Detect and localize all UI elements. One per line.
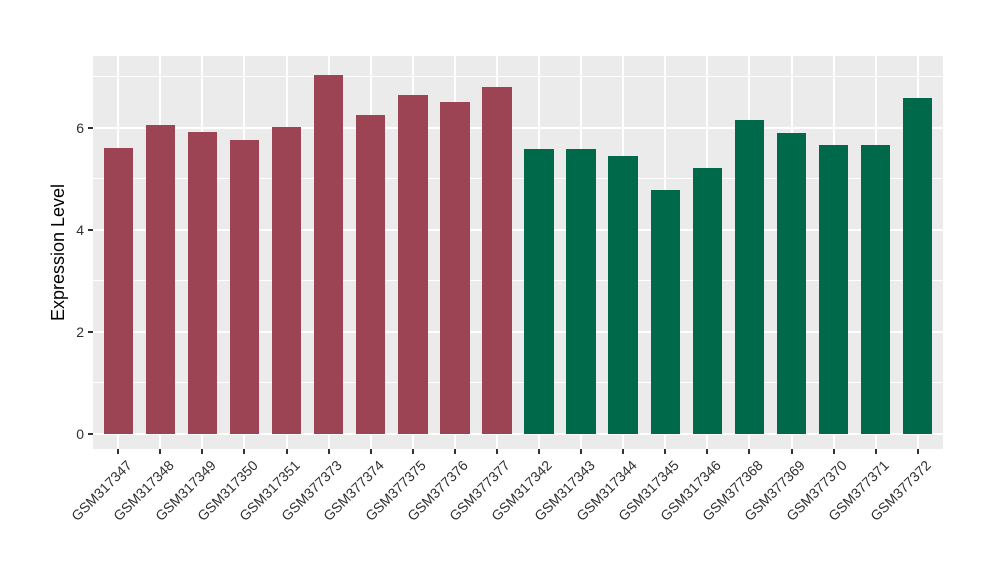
bar-GSM377377 (482, 87, 512, 434)
gridline-major-y0 (93, 432, 943, 435)
x-tick-mark-GSM377374 (369, 449, 372, 454)
bar-GSM377374 (355, 114, 386, 434)
gridline-major-y6 (93, 126, 943, 129)
y-axis-title: Expression Level (48, 183, 69, 322)
bar-GSM377371 (860, 145, 891, 434)
bar-GSM317345 (650, 190, 680, 434)
bar-GSM377369 (776, 133, 807, 434)
y-axis-title-wrap: Expression Level (48, 56, 70, 449)
bar-GSM377375 (398, 94, 428, 434)
x-tick-mark-GSM377375 (411, 449, 414, 454)
bar-GSM317350 (229, 140, 260, 434)
y-tick-label-0: 0 (76, 425, 84, 442)
x-tick-mark-GSM377369 (790, 449, 793, 454)
y-tick-mark-0 (88, 432, 93, 435)
bar-GSM317347 (103, 148, 133, 434)
x-tick-mark-GSM317343 (580, 449, 583, 454)
bar-GSM377368 (734, 119, 765, 434)
bar-GSM377376 (440, 101, 470, 434)
gridline-major-y4 (93, 228, 943, 231)
x-tick-mark-GSM377372 (916, 449, 919, 454)
y-tick-mark-6 (88, 126, 93, 129)
bar-GSM317342 (524, 148, 554, 434)
bar-GSM377373 (313, 74, 344, 434)
bar-GSM317343 (566, 148, 596, 434)
x-tick-mark-GSM317344 (622, 449, 625, 454)
plot-panel (93, 56, 943, 449)
x-tick-mark-GSM317351 (285, 449, 288, 454)
gridline-minor-y1 (93, 382, 943, 383)
bar-GSM317348 (145, 124, 176, 434)
bar-GSM317351 (271, 127, 302, 434)
y-tick-label-4: 4 (76, 221, 84, 238)
bar-GSM377372 (903, 97, 933, 434)
y-tick-label-2: 2 (76, 323, 84, 340)
y-tick-mark-4 (88, 228, 93, 231)
x-tick-mark-GSM317349 (201, 449, 204, 454)
y-tick-label-6: 6 (76, 119, 84, 136)
gridline-minor-y5 (93, 178, 943, 179)
y-tick-mark-2 (88, 330, 93, 333)
bar-GSM317346 (692, 167, 723, 434)
x-tick-mark-GSM317348 (159, 449, 162, 454)
x-tick-mark-GSM317346 (706, 449, 709, 454)
x-tick-mark-GSM377376 (453, 449, 456, 454)
x-tick-mark-GSM377368 (748, 449, 751, 454)
bar-GSM317349 (187, 132, 218, 434)
x-tick-mark-GSM377377 (495, 449, 498, 454)
x-tick-mark-GSM377373 (327, 449, 330, 454)
gridline-minor-y7 (93, 76, 943, 77)
x-tick-mark-GSM317345 (664, 449, 667, 454)
bar-GSM377370 (818, 145, 849, 434)
gridline-major-y2 (93, 330, 943, 333)
x-tick-mark-GSM317347 (117, 449, 120, 454)
bar-GSM317344 (608, 155, 638, 434)
x-tick-mark-GSM317350 (243, 449, 246, 454)
x-tick-mark-GSM317342 (538, 449, 541, 454)
x-tick-mark-GSM377370 (832, 449, 835, 454)
gridline-minor-y3 (93, 280, 943, 281)
x-tick-mark-GSM377371 (874, 449, 877, 454)
